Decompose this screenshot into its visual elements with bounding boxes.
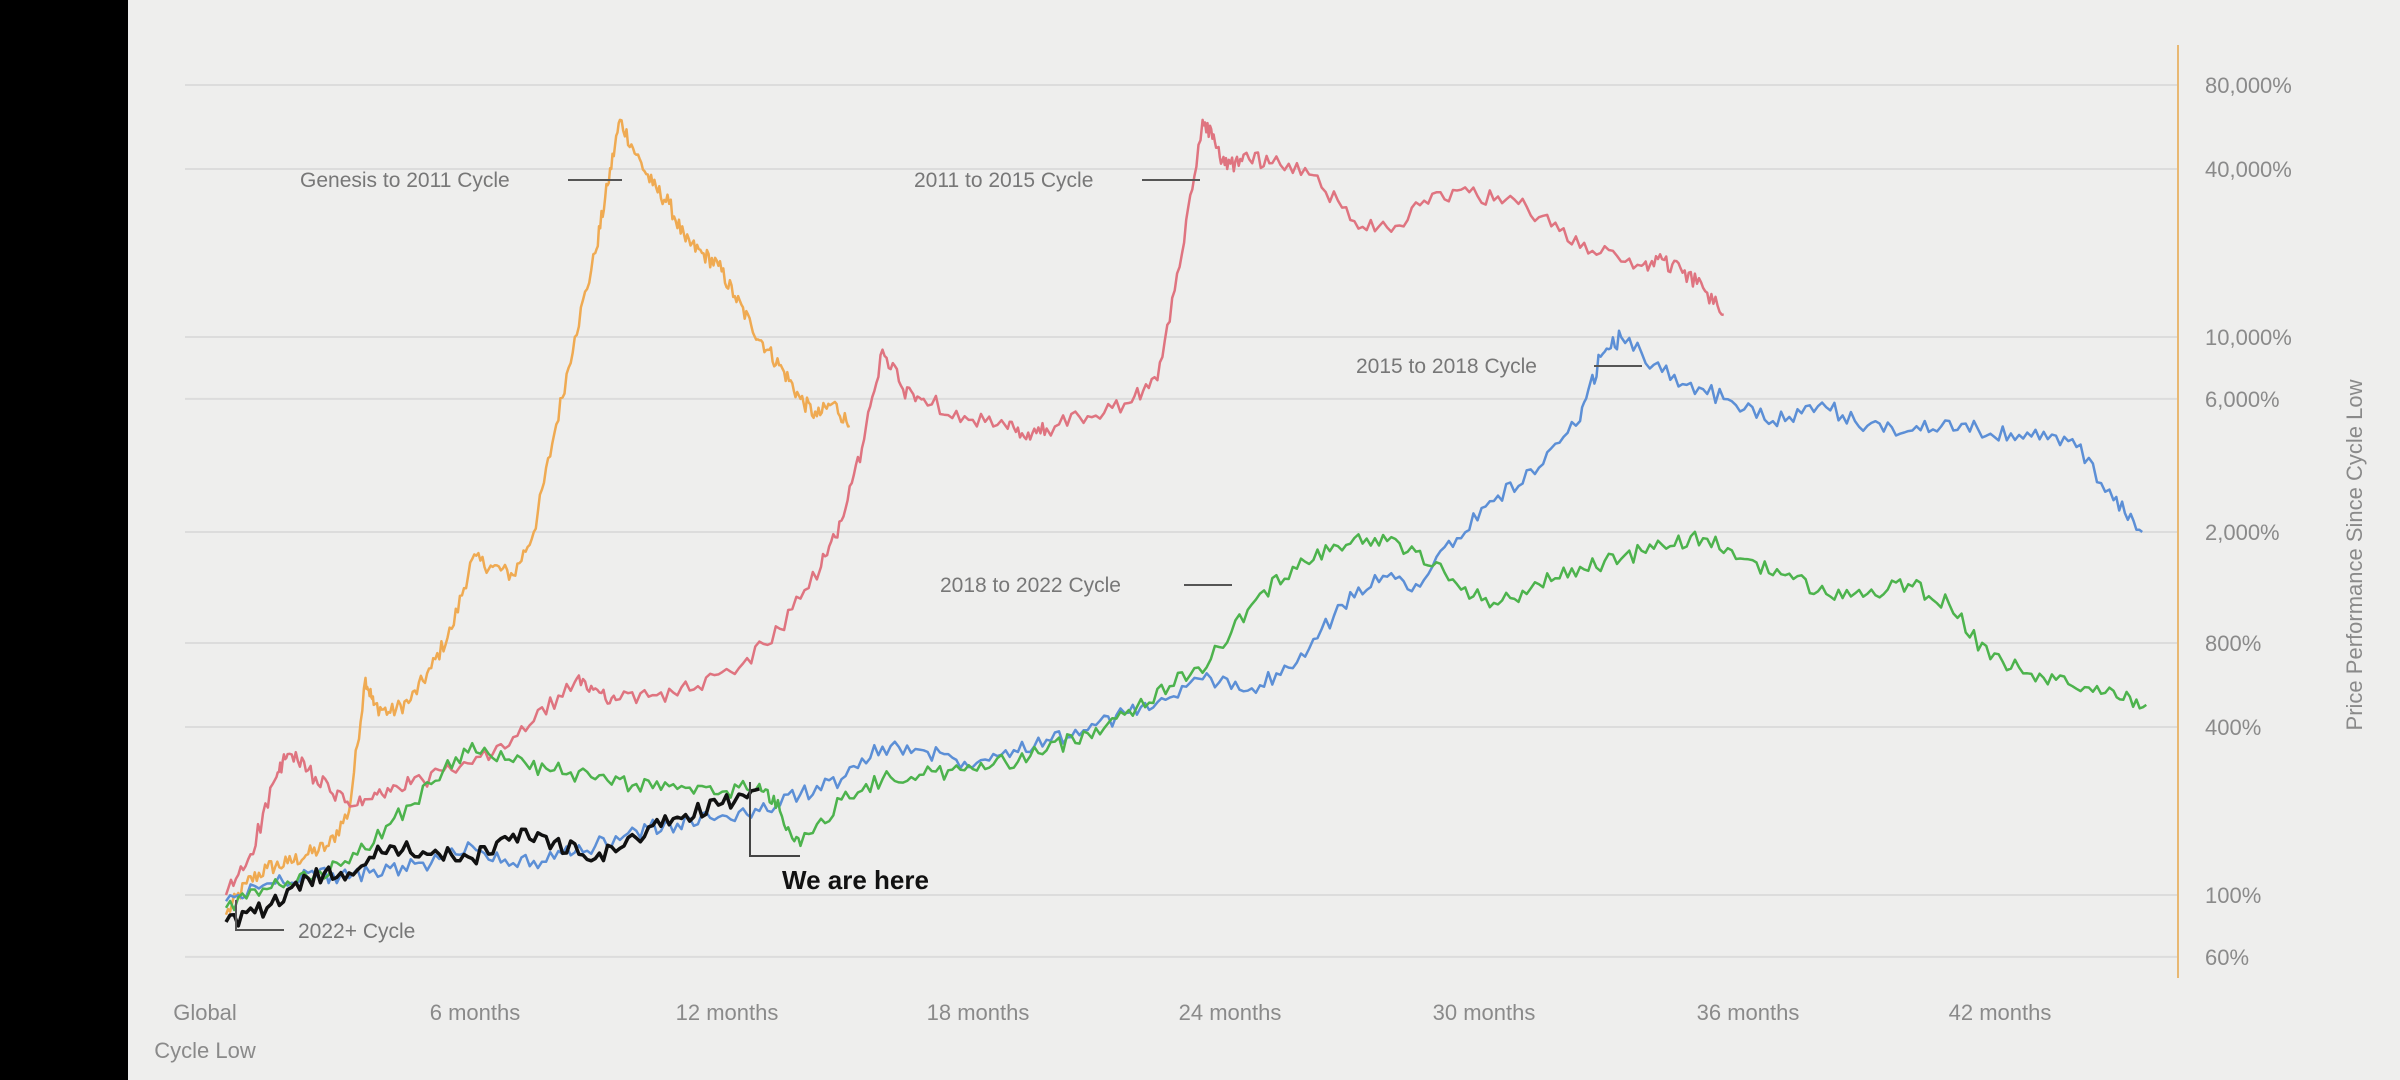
y-tick-label: 60% xyxy=(2205,945,2249,970)
x-tick-label: 42 months xyxy=(1949,1000,2052,1025)
series-line-genesis-to-2011-cycle xyxy=(224,118,851,916)
y-tick-label: 80,000% xyxy=(2205,73,2292,98)
x-tick-label: 6 months xyxy=(430,1000,521,1025)
series-line-2011-to-2015-cycle xyxy=(224,118,1724,896)
series-line-2018-to-2022-cycle xyxy=(224,530,2148,912)
annotation-layer: Genesis to 2011 Cycle 2011 to 2015 Cycle… xyxy=(235,169,1642,943)
x-tick-label: 18 months xyxy=(927,1000,1030,1025)
y-axis-title: Price Performance Since Cycle Low xyxy=(2342,379,2367,730)
x-tick-label: 36 months xyxy=(1697,1000,1800,1025)
y-axis: 60% 100% 400% 800% 2,000% 6,000% 10,000% 40,000… xyxy=(2177,45,2367,978)
x-tick-label: 12 months xyxy=(676,1000,779,1025)
genesis-cycle-label: Genesis to 2011 Cycle xyxy=(300,169,510,192)
we-are-here-leader xyxy=(749,782,800,857)
y-tick-label: 6,000% xyxy=(2205,387,2280,412)
we-are-here-label: We are here xyxy=(782,865,929,895)
y-tick-label: 10,000% xyxy=(2205,325,2292,350)
x-tick-label: Cycle Low xyxy=(154,1038,256,1063)
y-tick-label: 2,000% xyxy=(2205,520,2280,545)
c2011-cycle-label: 2011 to 2015 Cycle xyxy=(914,169,1093,192)
x-axis: Global Cycle Low 6 months 12 months 18 month… xyxy=(154,1000,2051,1063)
chart-panel xyxy=(128,0,2400,1080)
x-tick-label: 30 months xyxy=(1433,1000,1536,1025)
y-tick-label: 400% xyxy=(2205,715,2261,740)
grid xyxy=(185,84,2178,958)
c2015-cycle-label: 2015 to 2018 Cycle xyxy=(1356,355,1537,378)
series-layer xyxy=(224,118,2148,928)
c2022-cycle-label: 2022+ Cycle xyxy=(298,920,415,943)
series-line-2022-cycle xyxy=(224,787,760,928)
y-tick-label: 100% xyxy=(2205,883,2261,908)
series-line-2015-to-2018-cycle xyxy=(224,329,2143,902)
c2022-leader xyxy=(235,900,284,931)
x-tick-label: 24 months xyxy=(1179,1000,1282,1025)
y-tick-label: 40,000% xyxy=(2205,157,2292,182)
y-tick-label: 800% xyxy=(2205,631,2261,656)
x-tick-label: Global xyxy=(173,1000,237,1025)
c2018-cycle-label: 2018 to 2022 Cycle xyxy=(940,574,1121,597)
